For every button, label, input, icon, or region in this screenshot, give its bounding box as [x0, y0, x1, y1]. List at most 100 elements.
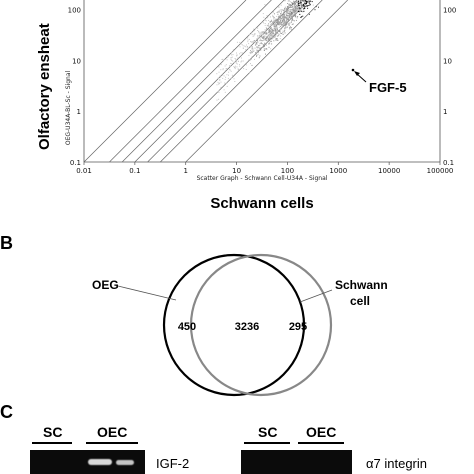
- scatter-point: [248, 38, 250, 40]
- scatter-point: [251, 51, 253, 53]
- scatter-point: [254, 58, 255, 60]
- scatter-point: [257, 35, 259, 37]
- scatter-point: [236, 55, 238, 57]
- fold-change-line: [185, 0, 348, 163]
- scatter-point: [220, 69, 222, 71]
- scatter-point: [283, 23, 285, 25]
- x-tick-labels: 0.01 0.1 1 10 100 1000 10000 100000: [76, 162, 453, 175]
- scatter-point: [291, 16, 293, 18]
- scatter-point: [242, 47, 244, 49]
- scatter-point: [273, 23, 275, 25]
- scatter-point: [300, 16, 302, 18]
- scatter-point: [302, 0, 304, 2]
- scatter-point: [251, 32, 253, 34]
- scatter-point: [297, 4, 299, 6]
- scatter-point: [287, 17, 288, 19]
- scatter-point: [291, 16, 293, 18]
- scatter-point: [275, 22, 277, 24]
- scatter-point: [234, 68, 236, 70]
- scatter-point: [245, 69, 247, 70]
- scatter-point: [287, 22, 289, 24]
- scatter-point: [281, 25, 283, 27]
- scatter-point: [266, 33, 268, 35]
- scatter-point: [257, 36, 259, 38]
- scatter-point: [227, 56, 229, 58]
- y-tick-label: 10: [72, 57, 81, 65]
- scatter-point: [282, 30, 284, 32]
- scatter-point: [258, 32, 260, 34]
- x-tick-label: 10: [232, 167, 241, 175]
- scatter-point: [271, 32, 273, 34]
- scatter-point: [274, 26, 275, 28]
- scatter-point: [220, 86, 222, 88]
- scatter-point: [308, 4, 310, 6]
- scatter-point: [275, 27, 277, 28]
- scatter-point: [271, 43, 273, 45]
- scatter-point: [236, 54, 238, 56]
- scatter-point: [240, 43, 242, 45]
- scatter-point: [259, 38, 261, 40]
- scatter-point: [251, 64, 253, 66]
- scatter-point: [272, 30, 274, 32]
- scatter-point: [277, 20, 279, 21]
- scatter-point: [290, 17, 292, 19]
- scatter-point: [304, 0, 306, 2]
- scatter-point: [292, 2, 293, 4]
- scatter-point: [265, 48, 267, 50]
- scatter-point: [295, 6, 297, 8]
- scatter-point: [299, 2, 301, 4]
- igf2-band-2: [116, 460, 134, 465]
- scatter-point: [287, 18, 289, 20]
- scatter-point: [251, 34, 253, 36]
- scatter-point: [218, 82, 220, 84]
- scatter-point: [289, 9, 291, 11]
- scatter-point: [276, 20, 278, 21]
- scatter-point: [277, 22, 279, 24]
- scatter-point: [264, 42, 266, 44]
- scatter-point: [295, 5, 297, 7]
- scatter-point: [242, 60, 244, 62]
- scatter-point: [221, 59, 223, 60]
- scatter-point: [263, 39, 265, 41]
- scatter-point: [276, 24, 278, 26]
- scatter-point: [263, 38, 265, 39]
- scatter-point: [282, 27, 284, 29]
- scatter-point: [296, 2, 298, 4]
- igf2-band-1: [88, 459, 112, 465]
- scatter-point: [280, 23, 282, 25]
- scatter-point: [287, 12, 288, 14]
- scatter-point: [276, 12, 278, 13]
- scatter-point: [230, 58, 232, 60]
- scatter-point: [276, 27, 278, 29]
- scatter-point: [278, 16, 280, 18]
- scatter-point: [293, 20, 295, 22]
- scatter-point: [295, 1, 297, 3]
- scatter-point: [298, 4, 300, 6]
- scatter-point: [292, 8, 294, 10]
- scatter-point: [295, 19, 297, 21]
- scatter-point: [283, 16, 284, 18]
- scatter-point: [302, 8, 304, 10]
- scatter-point: [288, 4, 290, 6]
- scatter-point: [278, 27, 280, 28]
- scatter-point: [248, 43, 250, 45]
- scatter-point: [280, 18, 282, 20]
- y-tick-label: 1: [77, 108, 81, 116]
- scatter-point: [304, 3, 306, 5]
- scatter-point: [293, 7, 295, 9]
- scatter-point: [289, 6, 291, 8]
- scatter-point: [294, 13, 296, 15]
- scatter-point: [270, 33, 272, 35]
- fold-change-line: [147, 0, 310, 163]
- scatter-point: [237, 60, 239, 62]
- scatter-point: [268, 23, 270, 25]
- scatter-point: [266, 15, 268, 16]
- scatter-point: [256, 46, 258, 48]
- scatter-point: [286, 6, 288, 8]
- scatter-point: [293, 12, 295, 14]
- scatter-point: [228, 71, 230, 73]
- scatter-point: [292, 23, 294, 25]
- y-tick-label: 0.1: [70, 159, 81, 167]
- scatter-point: [297, 3, 299, 5]
- scatter-point: [279, 29, 281, 30]
